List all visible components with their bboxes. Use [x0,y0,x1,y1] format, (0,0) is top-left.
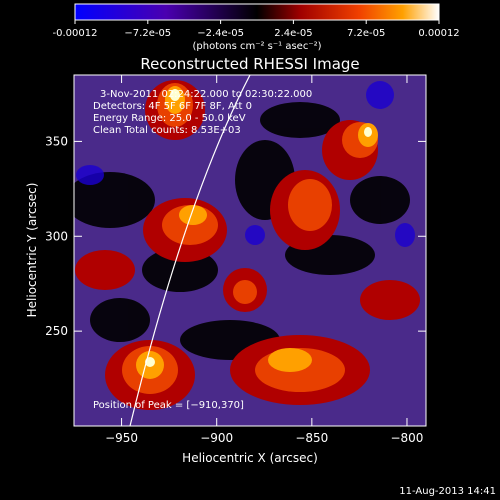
colorbar-tick-label: −7.2e-05 [124,28,171,39]
heatmap [74,75,426,426]
annotation-block: 3-Nov-2011 02:24:22.000 to 02:30:22.000D… [93,89,312,136]
y-tick-label: 250 [45,324,68,338]
annotation-line: Clean Total counts: 8.53E+03 [93,125,241,136]
peak-label: Position of Peak = [−910,370] [93,400,244,411]
x-tick-label: −850 [295,431,328,445]
colorbar-tick-label: 7.2e-05 [347,28,385,39]
x-tick-label: −800 [390,431,423,445]
x-axis-label: Heliocentric X (arcsec) [182,451,318,465]
x-axis-ticks: −950 −900 −850 −800 [105,75,423,445]
x-tick-label: −900 [200,431,233,445]
chart-title: Reconstructed RHESSI Image [140,55,359,73]
footer-date: 11-Aug-2013 14:41 [399,486,496,497]
colorbar-ticks: -0.00012 −7.2e-05 −2.4e-05 2.4e-05 7.2e-05 0.… [53,20,460,39]
solar-limb [129,75,251,426]
colorbar-tick-label: 0.00012 [418,28,459,39]
annotation-line: Energy Range: 25.0 - 50.0 keV [93,113,246,124]
y-tick-label: 350 [45,134,68,148]
y-axis-ticks: 250 300 350 [45,134,426,338]
x-tick-label: −950 [105,431,138,445]
colorbar-unit-label: (photons cm⁻² s⁻¹ asec⁻²) [192,41,321,52]
plot-frame [73,74,427,427]
annotation-line: 3-Nov-2011 02:24:22.000 to 02:30:22.000 [100,89,312,100]
y-tick-label: 300 [45,229,68,243]
colorbar-tick-label: 2.4e-05 [274,28,312,39]
y-axis-label: Heliocentric Y (arcsec) [25,183,39,318]
colorbar [74,3,440,21]
annotation-line: Detectors: 4F 5F 6F 7F 8F, Att 0 [93,101,252,112]
colorbar-tick-label: -0.00012 [53,28,98,39]
colorbar-tick-label: −2.4e-05 [197,28,244,39]
